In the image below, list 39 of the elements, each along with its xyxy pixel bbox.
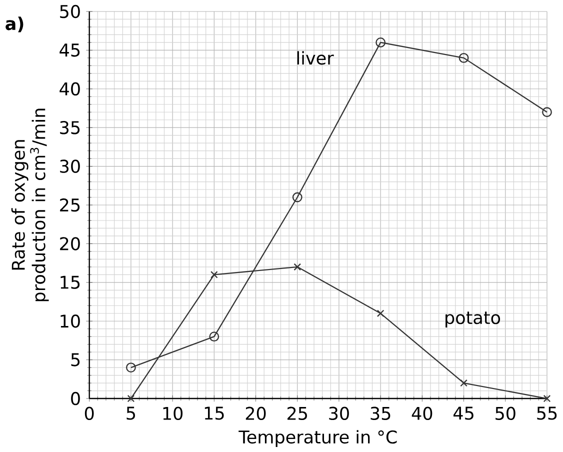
point [209, 332, 220, 342]
y-tick-label: 25 [60, 198, 80, 212]
y-tick-label: 40 [60, 82, 80, 96]
x-tick-label: 55 [537, 406, 557, 420]
y-tick-label: 15 [60, 276, 80, 289]
y-tick-label: 45 [60, 44, 80, 57]
point [460, 379, 468, 387]
y-tick-label: 35 [60, 121, 80, 134]
x-tick-label: 30 [329, 406, 349, 420]
point [543, 394, 551, 402]
x-tick-label: 20 [246, 406, 266, 420]
y-tick-label: 30 [60, 160, 80, 173]
point [210, 271, 218, 278]
point [376, 38, 386, 48]
text: a) [6, 16, 24, 32]
x-tick-label: 45 [453, 406, 474, 420]
point [126, 362, 136, 373]
y-tick-label: 5 [71, 353, 80, 366]
y-tick-label: 0 [71, 392, 80, 406]
point [294, 263, 302, 271]
point [542, 107, 552, 118]
series-label: potato [446, 312, 500, 328]
x-tick-label: 5 [126, 406, 135, 420]
series-label: liver [297, 51, 334, 65]
point [376, 310, 384, 318]
y-tick-label: 50 [60, 4, 80, 18]
x-tick-label: 50 [496, 406, 516, 420]
x-axis-title: Temperature in °C [238, 430, 397, 448]
point [127, 394, 135, 402]
point [458, 53, 469, 63]
x-tick-label: 35 [370, 406, 390, 420]
x-tick-label: 15 [204, 406, 224, 420]
y-tick-label: 20 [60, 237, 80, 250]
point [292, 192, 302, 202]
x-tick-label: 0 [84, 406, 94, 420]
y-tick-label: 10 [60, 314, 80, 328]
x-tick-label: 25 [288, 406, 307, 420]
x-tick-label: 10 [163, 406, 183, 420]
x-tick-label: 40 [412, 406, 432, 420]
